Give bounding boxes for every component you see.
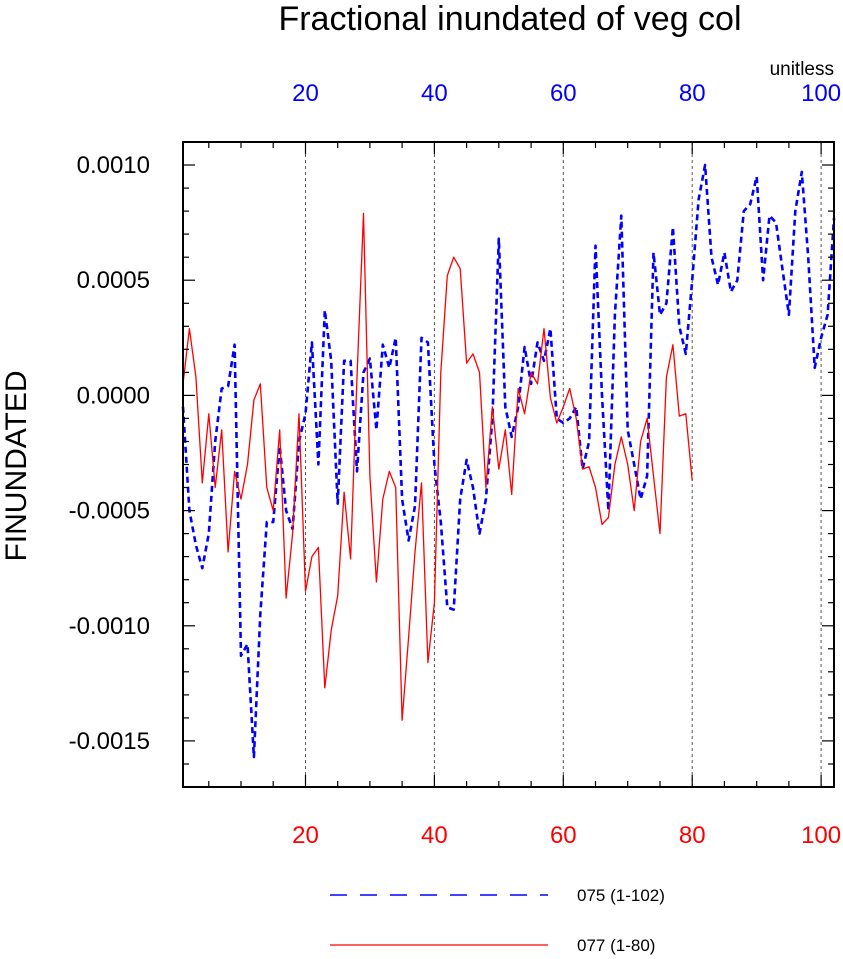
bottom-axis-tick-label: 40	[421, 822, 448, 849]
legend-label-075: 075 (1-102)	[577, 886, 665, 905]
top-axis-tick-label: 20	[292, 80, 319, 107]
bottom-axis-tick-label: 100	[801, 822, 841, 849]
y-tick-label: 0.0010	[77, 152, 150, 179]
series-line-077	[182, 212, 693, 721]
top-axis-tick-label: 40	[421, 80, 448, 107]
top-axis-tick-label: 80	[679, 80, 706, 107]
axis-ticks	[183, 141, 834, 787]
tick-labels: 0.0010 0.0005 0.0000 -0.0005 -0.0010 -0.0015 2…	[69, 80, 842, 849]
units-label: unitless	[770, 59, 834, 80]
series-lines	[181, 163, 836, 759]
y-tick-label: 0.0005	[77, 267, 150, 294]
y-tick-label: 0.0000	[77, 382, 150, 409]
chart-title: Fractional inundated of veg col	[278, 0, 741, 38]
bottom-axis-tick-label: 20	[292, 822, 319, 849]
y-tick-label: -0.0015	[69, 728, 150, 755]
top-axis-tick-label: 100	[801, 80, 841, 107]
legend-label-077: 077 (1-80)	[577, 936, 655, 955]
y-tick-label: -0.0010	[69, 613, 150, 640]
bottom-axis-tick-label: 60	[550, 822, 577, 849]
grid-lines	[305, 142, 822, 787]
top-axis-tick-label: 60	[550, 80, 577, 107]
y-axis-label: FINUNDATED	[0, 370, 33, 561]
legend: 075 (1-102) 077 (1-80)	[330, 886, 665, 955]
y-tick-label: -0.0005	[69, 498, 150, 525]
bottom-axis-tick-label: 80	[679, 822, 706, 849]
